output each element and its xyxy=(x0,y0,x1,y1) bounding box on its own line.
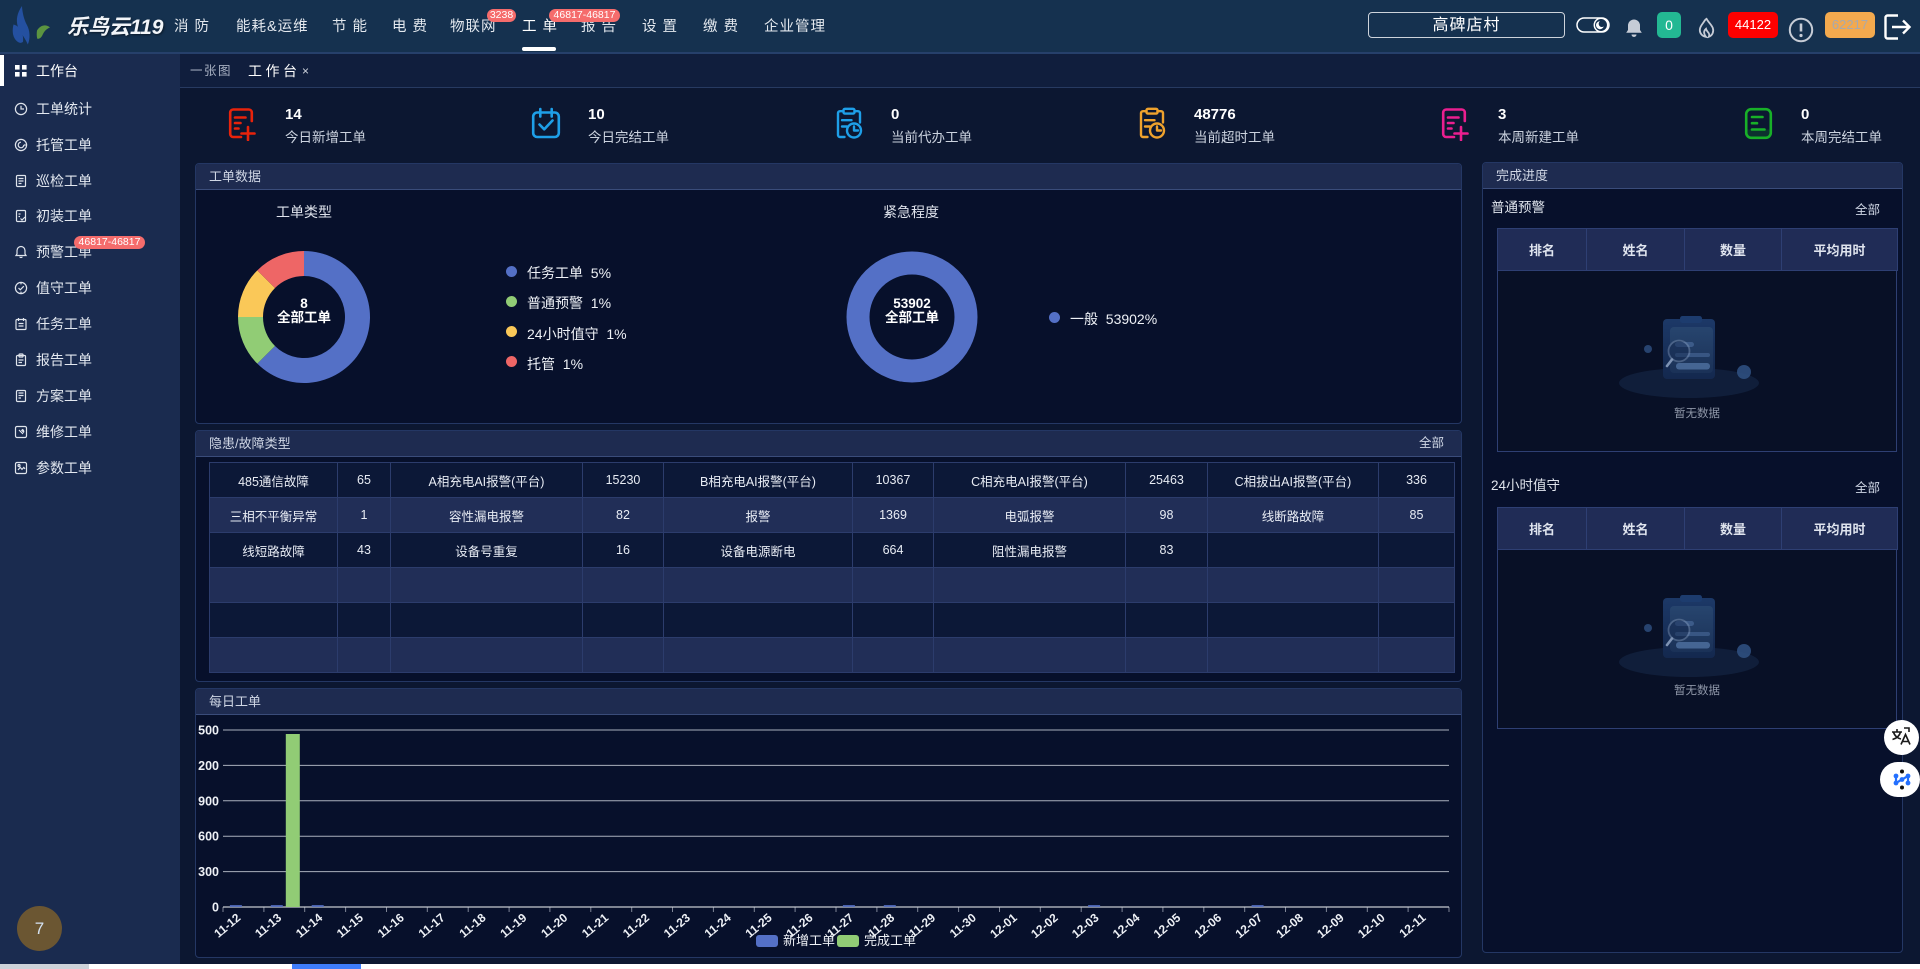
svg-text:12-11: 12-11 xyxy=(1397,910,1429,940)
svg-text:11-14: 11-14 xyxy=(293,910,325,940)
svg-text:完成工单: 完成工单 xyxy=(864,933,916,947)
svg-text:11-12: 11-12 xyxy=(211,910,243,940)
svg-text:900: 900 xyxy=(198,794,219,808)
svg-text:12-04: 12-04 xyxy=(1110,910,1143,941)
svg-text:12-09: 12-09 xyxy=(1314,910,1347,941)
svg-text:12-01: 12-01 xyxy=(987,910,1020,941)
svg-text:12-06: 12-06 xyxy=(1192,910,1225,941)
svg-text:11-23: 11-23 xyxy=(661,910,693,940)
svg-text:11-16: 11-16 xyxy=(375,910,407,940)
svg-text:11-13: 11-13 xyxy=(252,910,284,940)
svg-text:500: 500 xyxy=(198,724,219,738)
svg-text:600: 600 xyxy=(198,830,219,844)
svg-text:新增工单: 新增工单 xyxy=(783,933,835,947)
svg-text:11-19: 11-19 xyxy=(497,910,529,940)
svg-text:11-17: 11-17 xyxy=(416,910,448,940)
svg-text:12-03: 12-03 xyxy=(1069,910,1102,941)
svg-text:11-20: 11-20 xyxy=(538,910,570,940)
svg-text:12-07: 12-07 xyxy=(1233,910,1266,941)
svg-text:12-05: 12-05 xyxy=(1151,910,1184,941)
svg-text:12-10: 12-10 xyxy=(1355,910,1388,941)
svg-text:200: 200 xyxy=(198,759,219,773)
svg-text:11-30: 11-30 xyxy=(947,910,979,940)
svg-text:300: 300 xyxy=(198,865,219,879)
svg-text:11-22: 11-22 xyxy=(620,910,652,940)
svg-text:11-24: 11-24 xyxy=(702,910,734,940)
svg-text:11-18: 11-18 xyxy=(457,910,489,940)
svg-text:12-02: 12-02 xyxy=(1028,910,1061,941)
svg-text:11-21: 11-21 xyxy=(579,910,611,940)
svg-text:12-08: 12-08 xyxy=(1273,910,1306,941)
svg-text:11-15: 11-15 xyxy=(334,910,366,940)
svg-text:0: 0 xyxy=(212,901,219,915)
